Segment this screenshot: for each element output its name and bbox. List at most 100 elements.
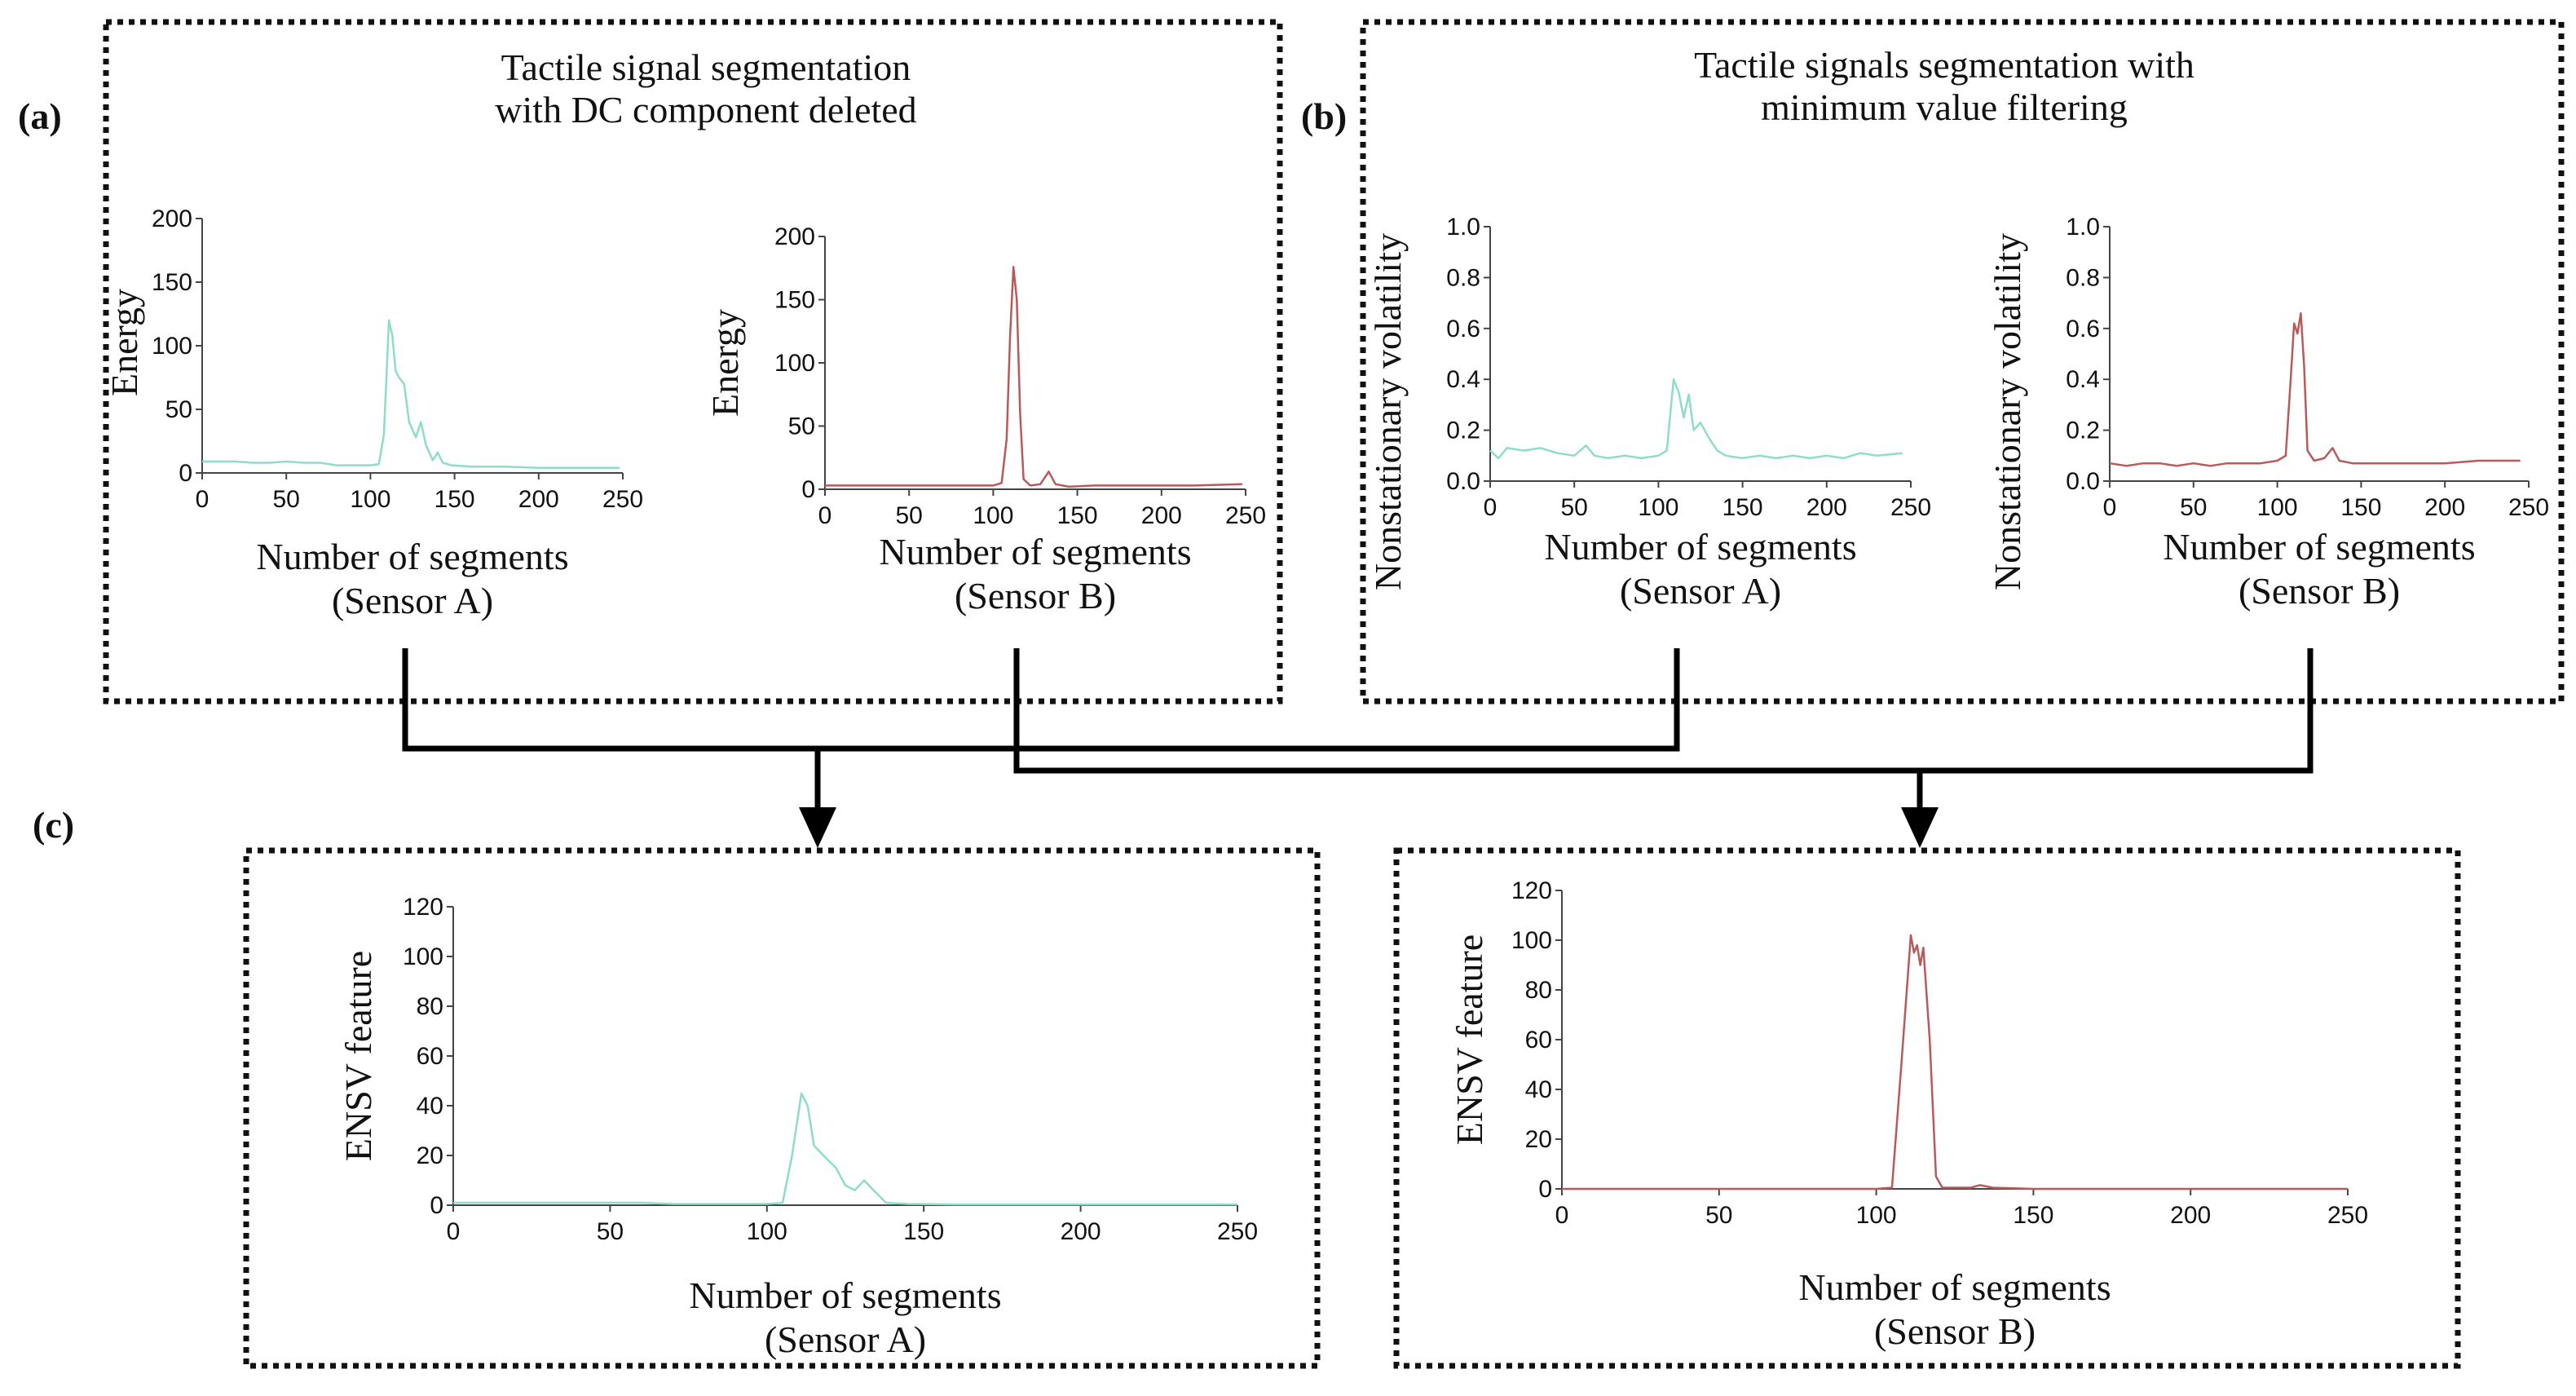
y-tick-label: 0 [179,460,192,487]
panel-label-b: (b) [1301,95,1347,137]
y-tick-label: 40 [1525,1076,1552,1103]
x-tick-label: 0 [1484,494,1498,521]
y-tick-label: 150 [152,269,192,296]
y-tick-label: 40 [417,1093,443,1120]
y-tick-label: 120 [403,894,443,921]
y-tick-label: 0.6 [1446,316,1480,342]
x-tick-label: 200 [2424,494,2465,521]
y-tick-label: 100 [1511,927,1552,954]
y-axis-title: ENSV feature [337,951,379,1161]
box-a-title-line1: Tactile signal segmentation [501,46,911,88]
x-axis-title: Number of segments [2163,526,2475,568]
box-c-left-frame [243,847,1321,1369]
y-tick-label: 50 [788,413,815,440]
box-b-title-line1: Tactile signals segmentation with [1694,44,2194,86]
x-axis-subtitle: (Sensor A) [765,1319,926,1360]
x-tick-label: 50 [896,502,923,529]
y-tick-label: 100 [152,333,192,360]
x-tick-label: 250 [2508,494,2549,521]
x-tick-label: 100 [1856,1202,1897,1229]
x-tick-label: 150 [434,486,475,513]
x-tick-label: 0 [818,502,832,529]
x-tick-label: 50 [1705,1202,1732,1229]
arrow-down-icon [799,807,836,848]
x-tick-label: 200 [518,486,559,513]
y-tick-label: 0 [801,476,815,503]
x-tick-label: 100 [2257,494,2298,521]
box-c-right-frame [1393,847,2461,1369]
series-line [2109,311,2521,467]
y-tick-label: 20 [1525,1126,1552,1153]
box-b-title-line2: minimum value filtering [1761,86,2128,128]
y-tick-label: 200 [152,205,192,232]
chart-volatility-sensor-b: 0 50 100 150 200 250 0.0 0.2 0.4 0.6 0.8 1.0 Nonstat… [1987,214,2549,612]
chart-energy-sensor-b: 0 50 100 150 200 250 0 50 100 150 200 Energy Number … [704,223,1266,616]
x-tick-label: 150 [2013,1202,2053,1229]
y-tick-label: 80 [1525,977,1552,1004]
x-tick-label: 50 [2180,494,2207,521]
connector-lines [402,648,2314,848]
y-tick-label: 120 [1511,877,1552,904]
box-a-frame [103,19,1283,705]
x-axis-subtitle: (Sensor A) [332,580,493,621]
y-axis-title: ENSV feature [1449,934,1490,1145]
y-tick-label: 0.0 [1446,468,1480,495]
x-tick-label: 150 [2340,494,2381,521]
connector-a-to-c-left [402,648,1680,752]
x-tick-label: 250 [1217,1218,1258,1245]
x-tick-label: 100 [1638,494,1678,521]
x-axis-title: Number of segments [1544,526,1856,568]
y-tick-label: 0.2 [2066,417,2100,444]
x-tick-label: 50 [273,486,300,513]
y-tick-label: 0.4 [2066,366,2100,393]
x-tick-label: 150 [1057,502,1098,529]
x-tick-label: 100 [747,1218,787,1245]
x-axis-title: Number of segments [879,531,1191,572]
y-axis-title: Energy [704,309,746,417]
series-line [453,1092,1237,1206]
x-axis-subtitle: (Sensor A) [1620,570,1781,612]
chart-ensv-sensor-b: 0 50 100 150 200 250 0 20 40 60 80 100 120 ENSV featu… [1449,877,2368,1352]
x-tick-label: 200 [2170,1202,2211,1229]
x-tick-label: 150 [903,1218,944,1245]
chart-volatility-sensor-a: 0 50 100 150 200 250 0.0 0.2 0.4 0.6 0.8 1.0 Nonstat… [1367,214,1931,612]
y-tick-label: 0.8 [1446,264,1480,291]
y-tick-label: 100 [774,350,815,377]
x-tick-label: 50 [597,1218,624,1245]
x-axis-title: Number of segments [256,536,568,577]
arrow-down-icon [1901,807,1939,848]
x-tick-label: 100 [973,502,1013,529]
x-axis-subtitle: (Sensor B) [2239,570,2400,612]
y-axis-title: Nonstationary volatility [1987,233,2028,590]
y-tick-label: 0.6 [2066,316,2100,342]
x-tick-label: 250 [1225,502,1266,529]
panel-label-a: (a) [18,95,62,137]
y-tick-label: 50 [165,396,192,423]
box-b-frame [1360,19,2565,705]
series-line [1562,934,2348,1191]
y-tick-label: 0 [430,1192,443,1219]
panel-label-c: (c) [33,804,74,846]
series-line [1489,378,1903,460]
y-tick-label: 200 [774,223,815,250]
x-tick-label: 200 [1141,502,1182,529]
x-tick-label: 200 [1806,494,1847,521]
y-tick-label: 80 [417,993,443,1020]
x-tick-label: 0 [2103,494,2117,521]
box-a-title-line2: with DC component deleted [495,89,916,130]
chart-ensv-sensor-a: 0 50 100 150 200 250 0 20 40 60 80 100 120 ENSV featu… [337,894,1258,1360]
y-tick-label: 60 [1525,1027,1552,1054]
x-tick-label: 250 [2327,1202,2368,1229]
y-tick-label: 100 [403,943,443,970]
series-line [825,265,1242,488]
y-tick-label: 0.2 [1446,417,1480,444]
y-axis-title: Energy [104,289,145,396]
x-axis-subtitle: (Sensor B) [955,575,1116,616]
y-tick-label: 0.4 [1446,366,1480,393]
x-tick-label: 0 [1555,1202,1569,1229]
y-axis-title: Nonstationary volatility [1367,233,1409,590]
series-line [202,319,620,470]
y-tick-label: 150 [774,287,815,314]
x-tick-label: 100 [350,486,390,513]
x-tick-label: 0 [196,486,210,513]
